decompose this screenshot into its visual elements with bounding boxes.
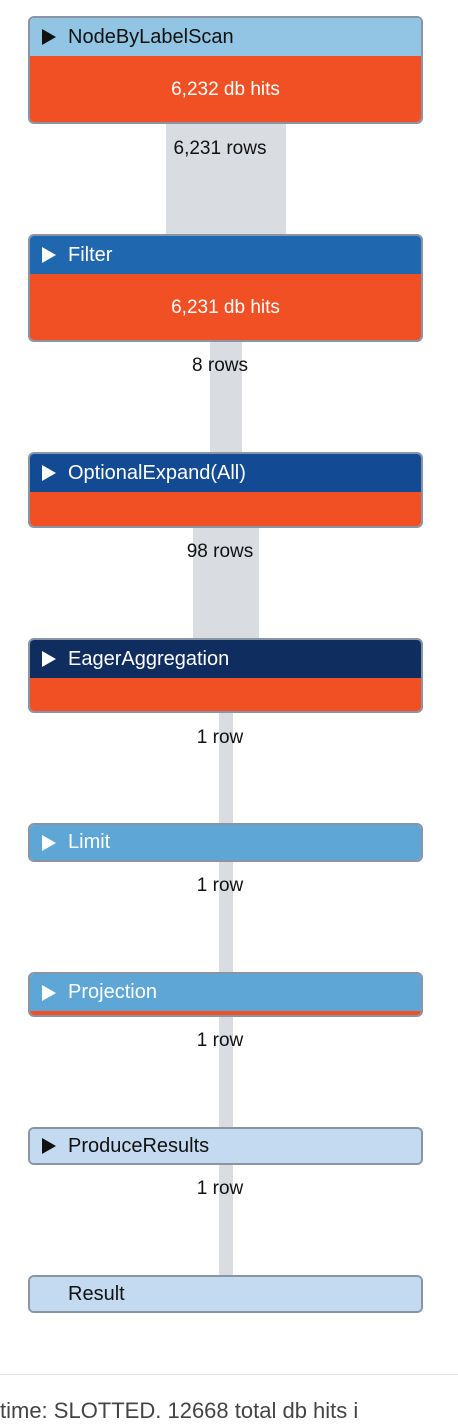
expand-arrow-icon (42, 651, 56, 667)
connector-2 (210, 342, 242, 452)
operator-optionalexpand: OptionalExpand(All) (28, 452, 423, 528)
connector-6 (219, 1017, 233, 1127)
connector-3 (193, 528, 259, 638)
db-hits-bar (30, 678, 421, 711)
expand-arrow-icon (42, 1138, 56, 1154)
operator-name: OptionalExpand(All) (68, 461, 246, 484)
row-count-5: 1 row (196, 875, 244, 896)
operator-name: Projection (68, 981, 157, 1003)
operator-filter: Filter 6,231 db hits (28, 234, 423, 342)
operator-result: Result (28, 1275, 423, 1313)
operator-nodebylabelscan: NodeByLabelScan 6,232 db hits (28, 16, 423, 124)
operator-header[interactable]: Limit (30, 825, 421, 860)
operator-header[interactable]: ProduceResults (30, 1129, 421, 1163)
row-count-2: 8 rows (192, 355, 248, 376)
db-hits-bar (30, 1011, 421, 1015)
operator-header[interactable]: NodeByLabelScan (30, 18, 421, 56)
connector-5 (219, 862, 233, 972)
footer-summary: time: SLOTTED. 12668 total db hits i (0, 1398, 359, 1423)
row-count-3: 98 rows (186, 541, 254, 562)
operator-eageraggregation: EagerAggregation (28, 638, 423, 713)
operator-header[interactable]: Projection (30, 974, 421, 1011)
operator-name: Result (68, 1282, 125, 1305)
row-count-4: 1 row (196, 727, 244, 748)
operator-header[interactable]: Filter (30, 236, 421, 274)
connector-7 (219, 1165, 233, 1275)
expand-arrow-icon (42, 29, 56, 45)
db-hits-label: 6,231 db hits (171, 297, 280, 318)
connector-4 (219, 713, 233, 823)
operator-produceresults: ProduceResults (28, 1127, 423, 1165)
db-hits-label: 6,232 db hits (171, 79, 280, 100)
expand-arrow-icon (42, 465, 56, 481)
operator-name: EagerAggregation (68, 647, 230, 670)
expand-arrow-icon (42, 984, 56, 1001)
operator-header[interactable]: OptionalExpand(All) (30, 454, 421, 492)
operator-name: NodeByLabelScan (68, 25, 234, 48)
operator-projection: Projection (28, 972, 423, 1017)
operator-header[interactable]: EagerAggregation (30, 640, 421, 678)
operator-name: Limit (68, 831, 111, 853)
operator-limit: Limit (28, 823, 423, 862)
row-count-6: 1 row (196, 1030, 244, 1051)
row-count-1: 6,231 rows (173, 138, 267, 159)
footer-divider (0, 1374, 458, 1375)
connector-1 (166, 124, 286, 234)
db-hits-bar (30, 492, 421, 526)
row-count-7: 1 row (196, 1178, 244, 1199)
operator-name: Filter (68, 243, 113, 266)
expand-arrow-icon (42, 834, 56, 851)
db-hits-bar: 6,231 db hits (30, 274, 421, 340)
expand-arrow-icon (42, 247, 56, 263)
db-hits-bar: 6,232 db hits (30, 56, 421, 122)
operator-name: ProduceResults (68, 1134, 210, 1157)
operator-header: Result (30, 1277, 421, 1311)
